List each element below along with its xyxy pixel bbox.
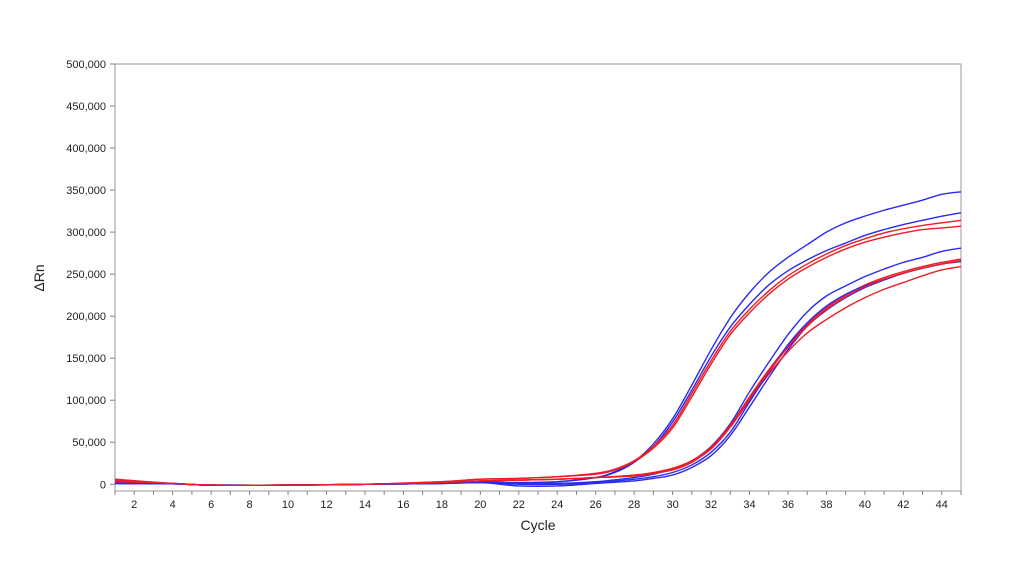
x-tick-label: 28 xyxy=(628,499,640,511)
y-tick-label: 100,000 xyxy=(66,395,106,407)
y-tick-label: 350,000 xyxy=(66,185,106,197)
series-layer xyxy=(114,191,962,488)
y-tick-label: 450,000 xyxy=(66,101,106,113)
y-tick-label: 400,000 xyxy=(66,143,106,155)
x-tick-label: 16 xyxy=(397,499,409,511)
y-axis: 0 50,000 100,000 150,000 200,000 250,000 300,0… xyxy=(66,59,115,491)
y-tick-label: 150,000 xyxy=(66,353,106,365)
y-tick-label: 500,000 xyxy=(66,59,106,71)
x-tick-label: 36 xyxy=(782,499,794,511)
x-tick-label: 8 xyxy=(247,499,253,511)
x-tick-label: 4 xyxy=(170,499,176,511)
x-tick-label: 26 xyxy=(590,499,602,511)
x-tick-label: 30 xyxy=(666,499,678,511)
x-tick-label: 12 xyxy=(320,499,332,511)
x-tick-label: 40 xyxy=(859,499,871,511)
series-line-10 xyxy=(114,260,962,486)
y-tick-label: 50,000 xyxy=(72,437,106,449)
y-tick-label: 0 xyxy=(100,479,106,491)
x-tick-label: 44 xyxy=(936,499,948,511)
x-tick-label: 22 xyxy=(513,499,525,511)
x-tick-label: 6 xyxy=(208,499,214,511)
x-tick-label: 34 xyxy=(743,499,755,511)
x-tick-label: 24 xyxy=(551,499,563,511)
x-tick-label: 38 xyxy=(820,499,832,511)
x-tick-label: 18 xyxy=(436,499,448,511)
x-tick-label: 2 xyxy=(131,499,137,511)
y-axis-title: ΔRn xyxy=(31,264,47,291)
x-axis: 2 4 6 8 10 12 14 16 18 20 22 24 26 28 30 32 34 36 38 40 42 44 xyxy=(114,491,962,511)
x-tick-label: 10 xyxy=(282,499,294,511)
x-tick-label: 14 xyxy=(359,499,371,511)
y-tick-label: 200,000 xyxy=(66,311,106,323)
plot-area xyxy=(114,63,962,492)
x-tick-label: 20 xyxy=(474,499,486,511)
x-axis-title: Cycle xyxy=(520,517,555,533)
x-tick-label: 42 xyxy=(897,499,909,511)
y-tick-label: 300,000 xyxy=(66,227,106,239)
y-tick-label: 250,000 xyxy=(66,269,106,281)
x-tick-label: 32 xyxy=(705,499,717,511)
